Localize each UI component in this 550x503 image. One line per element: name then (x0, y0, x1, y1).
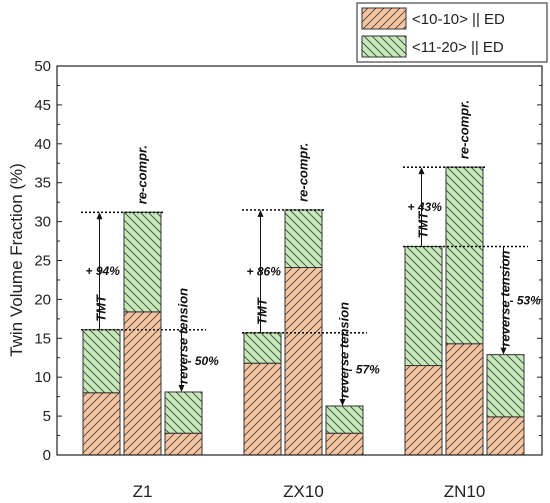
y-tick-label: 45 (34, 97, 51, 114)
y-tick-label: 5 (43, 408, 51, 425)
bar-segment-hatch (284, 267, 323, 456)
y-tick-label: 0 (43, 447, 51, 464)
y-tick-label: 15 (34, 330, 51, 347)
legend-label: <11-20> || ED (412, 39, 504, 56)
bar-label: TMT (255, 297, 270, 325)
increase-label: + 94% (86, 264, 121, 278)
y-tick-label: 25 (34, 253, 51, 270)
bar-label: re-compr. (457, 100, 472, 159)
increase-arrowhead (96, 212, 103, 220)
bar-segment-hatch (486, 416, 525, 456)
y-tick-label: 40 (34, 136, 51, 153)
bar-segment-hatch (284, 209, 323, 269)
legend-swatch-hatch (361, 35, 407, 58)
increase-label: + 86% (247, 264, 282, 278)
decrease-arrowhead (178, 384, 185, 392)
legend: <10-10> || ED <11-20> || ED (356, 2, 548, 63)
bar-segment-hatch (325, 405, 364, 434)
bar-label: reverse tension (498, 250, 513, 346)
bar-segment-hatch (123, 311, 162, 456)
y-tick-label: 35 (34, 175, 51, 192)
bar-segment-hatch (82, 329, 121, 394)
x-category-label: Z1 (133, 482, 153, 501)
bar-label: re-compr. (135, 145, 150, 204)
x-category-label: ZX10 (283, 482, 324, 501)
legend-label: <10-10> || ED (412, 11, 505, 28)
bar-segment-hatch (82, 392, 121, 456)
y-tick-label: 30 (34, 214, 51, 231)
bar-segment-hatch (404, 245, 443, 367)
bar-label: reverse tension (176, 288, 191, 384)
bar-label: re-compr. (296, 143, 311, 202)
legend-swatch-hatch (361, 7, 407, 30)
bar-segment-hatch (404, 365, 443, 456)
bars-layer: TMT re-compr. reverse tension TMT re-compr. r… (82, 100, 525, 456)
axes-layer: 0 5 10 15 20 25 30 35 40 45 50 Z1 ZX10 ZN10 (34, 58, 543, 501)
decrease-label: - 50% (188, 354, 220, 368)
x-category-label: ZN10 (444, 482, 486, 501)
bar-label: TMT (94, 294, 109, 322)
bar-label: reverse tension (337, 302, 352, 398)
decrease-arrowhead (500, 347, 507, 355)
y-tick-label: 50 (34, 58, 51, 75)
annotations-layer: + 94% - 50% + 86% - 57% + 43% - 53% (81, 166, 542, 406)
increase-arrowhead (257, 209, 264, 217)
bar-segment-hatch (445, 166, 484, 345)
bar-segment-hatch (123, 211, 162, 313)
y-tick-label: 10 (34, 369, 51, 386)
y-tick-label: 20 (34, 291, 51, 308)
increase-arrowhead (418, 167, 425, 175)
bar-segment-hatch (164, 391, 203, 434)
increase-label: + 43% (408, 200, 443, 214)
bar-segment-hatch (243, 362, 282, 456)
bar-segment-hatch (445, 343, 484, 456)
decrease-label: - 53% (510, 294, 542, 308)
y-axis-label: Twin Volume Fraction (%) (7, 163, 26, 357)
bar-segment-hatch (486, 354, 525, 418)
bar-segment-hatch (164, 432, 203, 456)
decrease-label: - 57% (349, 362, 381, 376)
bar-label: TMT (416, 211, 431, 239)
bar-segment-hatch (243, 332, 282, 364)
bar-segment-hatch (325, 432, 364, 456)
decrease-arrowhead (339, 398, 346, 406)
